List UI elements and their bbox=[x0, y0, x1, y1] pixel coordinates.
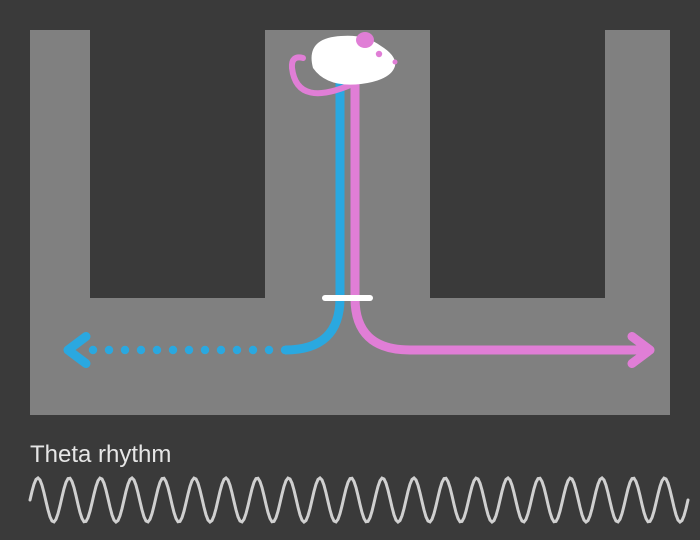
rat-ear bbox=[356, 32, 374, 48]
rat-eye bbox=[376, 51, 382, 57]
diagram-canvas: Theta rhythm bbox=[0, 0, 700, 540]
theta-label: Theta rhythm bbox=[30, 441, 171, 468]
rat-nose bbox=[393, 60, 398, 65]
